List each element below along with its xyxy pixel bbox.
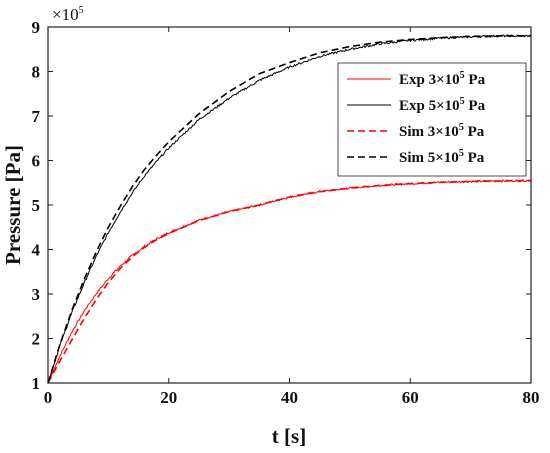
- legend-label-2: Exp 5×105 Pa: [399, 96, 486, 114]
- y-tick-label: 6: [32, 152, 41, 171]
- legend-label-3: Sim 3×105 Pa: [399, 122, 485, 140]
- y-tick-label: 8: [32, 63, 41, 82]
- legend-items: Exp 3×105 Pa Exp 5×105 Pa Sim 3×105 Pa Sim …: [347, 70, 486, 166]
- ticks-layer: 0 20 40 60 80 1 2 3 4 5 6 7 8 9: [32, 18, 540, 407]
- y-tick-label: 2: [32, 330, 41, 349]
- y-tick-label: 7: [32, 107, 41, 126]
- y-tick-label: 3: [32, 285, 41, 304]
- legend: Exp 3×105 Pa Exp 5×105 Pa Sim 3×105 Pa Sim …: [337, 62, 527, 177]
- series-layer: [47, 34, 532, 384]
- x-tick-label: 40: [281, 388, 298, 407]
- x-tick-label: 80: [523, 388, 540, 407]
- y-tick-label: 1: [32, 374, 41, 393]
- y-tick-label: 9: [32, 18, 41, 37]
- x-tick-label: 0: [44, 388, 53, 407]
- series-line-4: [47, 35, 531, 384]
- x-tick-label: 20: [160, 388, 177, 407]
- x-tick-label: 60: [402, 388, 419, 407]
- y-multiplier: ×105: [52, 5, 84, 24]
- legend-label-1: Exp 3×105 Pa: [399, 70, 486, 88]
- x-axis-label: t [s]: [272, 424, 306, 448]
- legend-label-4: Sim 5×105 Pa: [399, 148, 485, 166]
- y-axis-label: Pressure [Pa]: [1, 145, 25, 265]
- series-line-3: [47, 179, 532, 384]
- y-tick-label: 4: [32, 241, 41, 260]
- y-tick-label: 5: [32, 196, 41, 215]
- series-line-2: [47, 34, 532, 384]
